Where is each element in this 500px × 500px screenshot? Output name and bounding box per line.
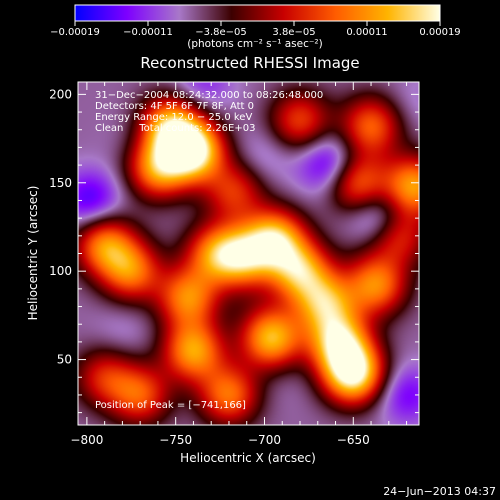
colorbar-tick-label: 3.8e−05 [272,27,315,38]
y-tick-label: 200 [49,87,72,101]
annotation-time-range: 31−Dec−2004 08:24:32.000 to 08:26:48.000 [95,90,323,101]
timestamp: 24−Jun−2013 04:37 [383,485,496,498]
colorbar-ticks: −0.00019 −0.00011 −3.8e−05 3.8e−05 0.00011 0.… [50,21,461,38]
annotation-detectors: Detectors: 4F 5F 6F 7F 8F, Att 0 [95,101,254,112]
x-tick-label: −750 [159,433,192,447]
x-tick-label: −700 [248,433,281,447]
heatmap-image [78,82,419,425]
colorbar-tick-label: −3.8e−05 [195,27,247,38]
y-axis-label: Heliocentric Y (arcsec) [26,186,40,321]
y-tick-label: 50 [57,353,72,367]
x-axis-label: Heliocentric X (arcsec) [180,451,316,465]
peak-position-label: Position of Peak = [−741,166] [95,400,246,411]
chart-title: Reconstructed RHESSI Image [140,54,359,72]
y-axis: 50 100 150 200 [49,87,419,414]
y-tick-label: 150 [49,176,72,190]
colorbar [74,4,441,22]
colorbar-tick-label: 0.00011 [346,27,387,38]
x-tick-label: −800 [70,433,103,447]
colorbar-units-label: (photons cm⁻² s⁻¹ asec⁻²) [187,38,322,50]
annotation-energy-range: Energy Range: 12.0 − 25.0 keV [95,112,252,123]
colorbar-tick-label: 0.00019 [419,27,460,38]
y-tick-label: 100 [49,264,72,278]
x-axis: −800 −750 −700 −650 [70,82,408,447]
annotation-clean-counts: Clean Total counts: 2.26E+03 [95,123,255,134]
colorbar-tick-label: −0.00011 [123,27,173,38]
colorbar-tick-label: −0.00019 [50,27,100,38]
x-tick-label: −650 [337,433,370,447]
